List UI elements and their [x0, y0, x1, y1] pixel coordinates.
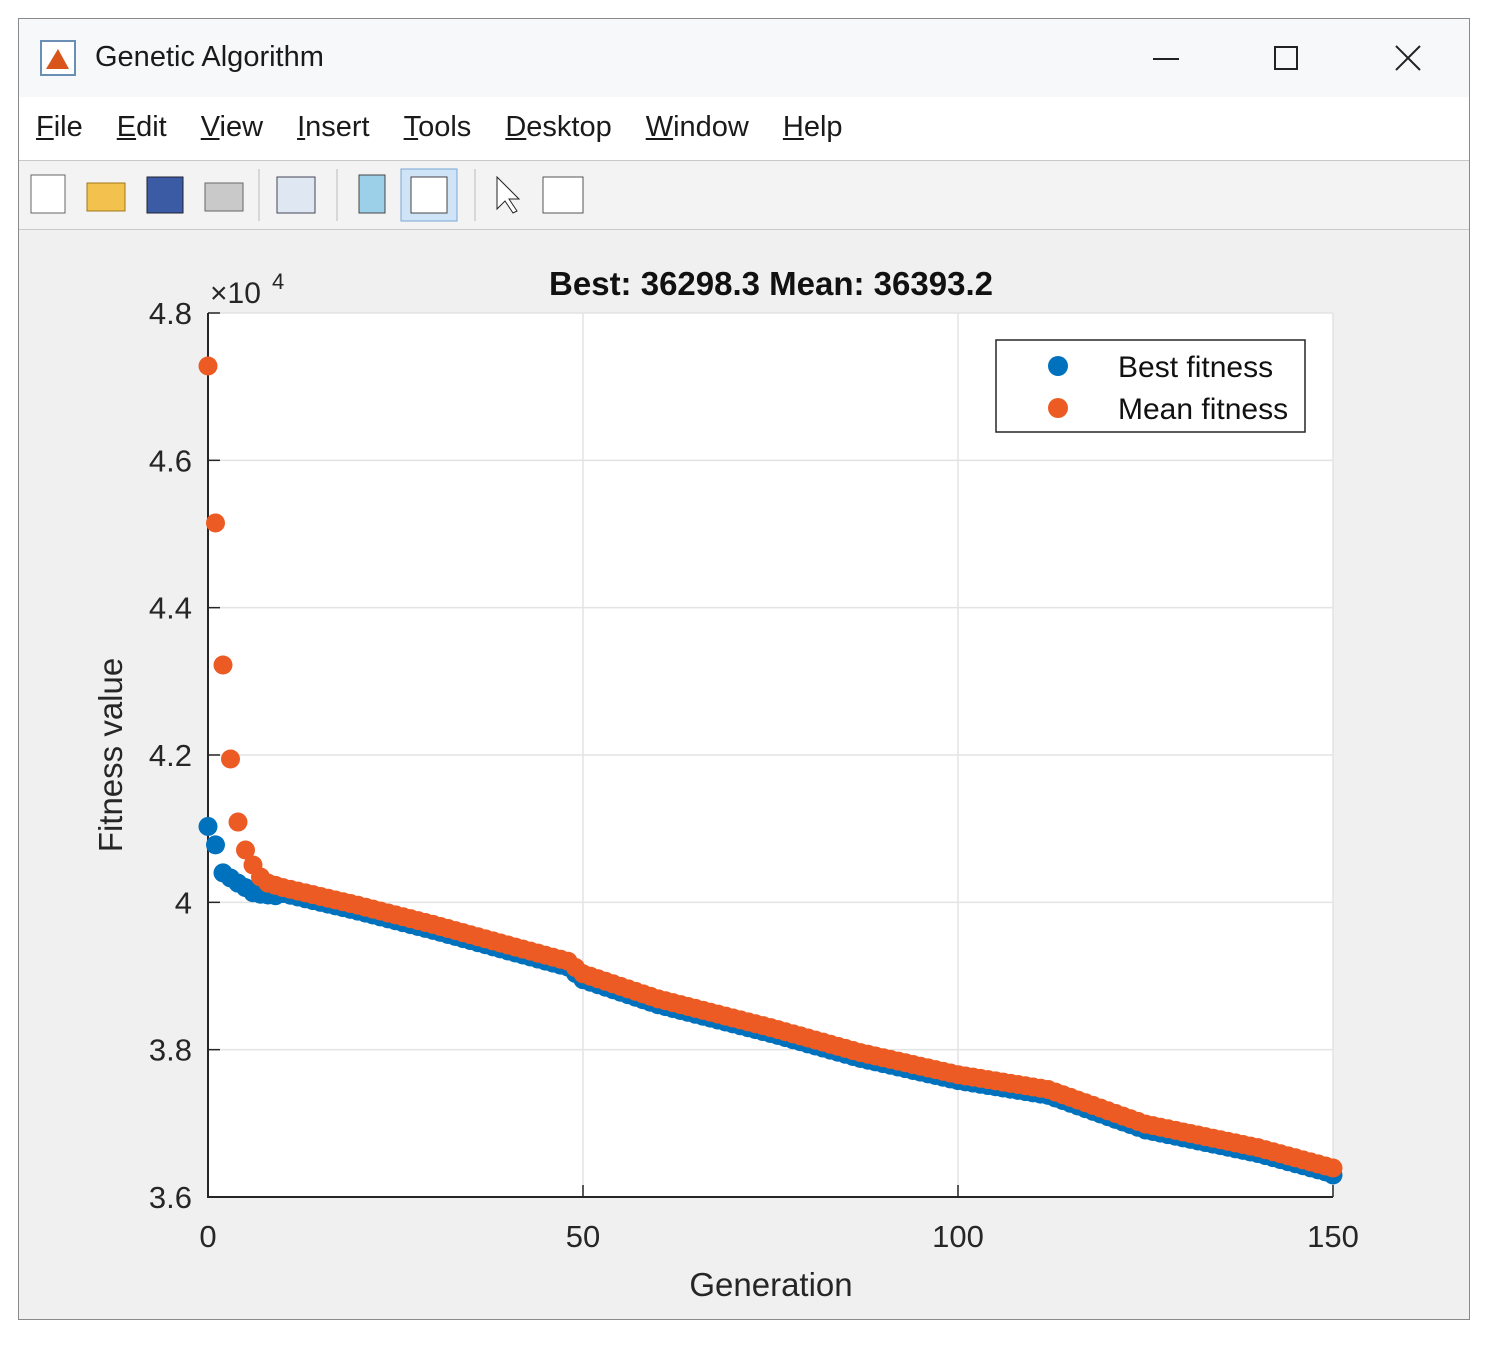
y-axis-label: Fitness value — [92, 658, 129, 852]
legend-marker — [1048, 398, 1068, 418]
y-tick-label: 4.6 — [149, 443, 192, 478]
point — [206, 835, 225, 855]
title-bar: Genetic Algorithm — [19, 19, 1469, 97]
y-tick-label: 4.8 — [149, 296, 192, 331]
x-axis-label: Generation — [689, 1266, 852, 1303]
menu-item[interactable]: File — [36, 111, 83, 143]
point — [213, 655, 233, 675]
toolbar-icons — [30, 168, 584, 222]
x-tick-label: 150 — [1307, 1219, 1359, 1254]
x-tick-label: 50 — [566, 1219, 600, 1254]
property-button[interactable] — [542, 176, 584, 214]
point — [198, 356, 218, 376]
point — [198, 816, 218, 836]
save-button[interactable] — [146, 176, 184, 214]
window-title: Genetic Algorithm — [95, 41, 324, 73]
colorbar-button[interactable] — [358, 174, 386, 214]
legend-marker — [1048, 356, 1068, 376]
toolbar — [19, 161, 1469, 230]
point — [1323, 1158, 1343, 1178]
y-tick-label: 4 — [175, 885, 192, 920]
y-scale-power: 4 — [272, 269, 284, 294]
open-button[interactable] — [86, 182, 126, 212]
x-tick-label: 0 — [199, 1219, 216, 1254]
menu-item[interactable]: Help — [782, 111, 843, 143]
close-button[interactable] — [1395, 45, 1421, 71]
maximize-button[interactable] — [1274, 46, 1298, 70]
point — [221, 749, 240, 769]
link-button[interactable] — [276, 176, 316, 214]
y-tick-label: 3.8 — [149, 1033, 192, 1068]
menu-item[interactable]: View — [200, 111, 264, 143]
chart-title: Best: 36298.3 Mean: 36393.2 — [549, 265, 993, 302]
menu-item[interactable]: Edit — [116, 111, 167, 143]
axes — [207, 313, 1333, 1198]
point — [236, 840, 255, 860]
title-icons — [40, 40, 1421, 76]
legend-label: Best fitness — [1118, 351, 1273, 384]
menu-item[interactable]: Window — [645, 111, 749, 143]
menu-item[interactable]: Tools — [403, 111, 472, 143]
menu-item[interactable]: Insert — [297, 111, 370, 143]
point — [228, 812, 248, 832]
app-icon-logo — [46, 49, 69, 69]
menu-bar: File Edit View Insert Tools Desktop Window Help — [19, 97, 1469, 161]
point — [206, 513, 225, 533]
y-tick-label: 3.6 — [149, 1180, 192, 1215]
y-tick-label: 4.2 — [149, 738, 192, 773]
new-button[interactable] — [30, 174, 66, 214]
legend-box — [995, 339, 1306, 433]
menu-item[interactable]: Desktop — [505, 111, 612, 143]
legend-icon — [410, 176, 448, 214]
y-scale-base: ×10 — [210, 277, 261, 310]
legend-label: Mean fitness — [1118, 393, 1288, 426]
pointer-button[interactable] — [496, 175, 521, 214]
y-tick-label: 4.4 — [149, 591, 192, 626]
print-button[interactable] — [204, 182, 244, 212]
x-tick-label: 100 — [932, 1219, 984, 1254]
